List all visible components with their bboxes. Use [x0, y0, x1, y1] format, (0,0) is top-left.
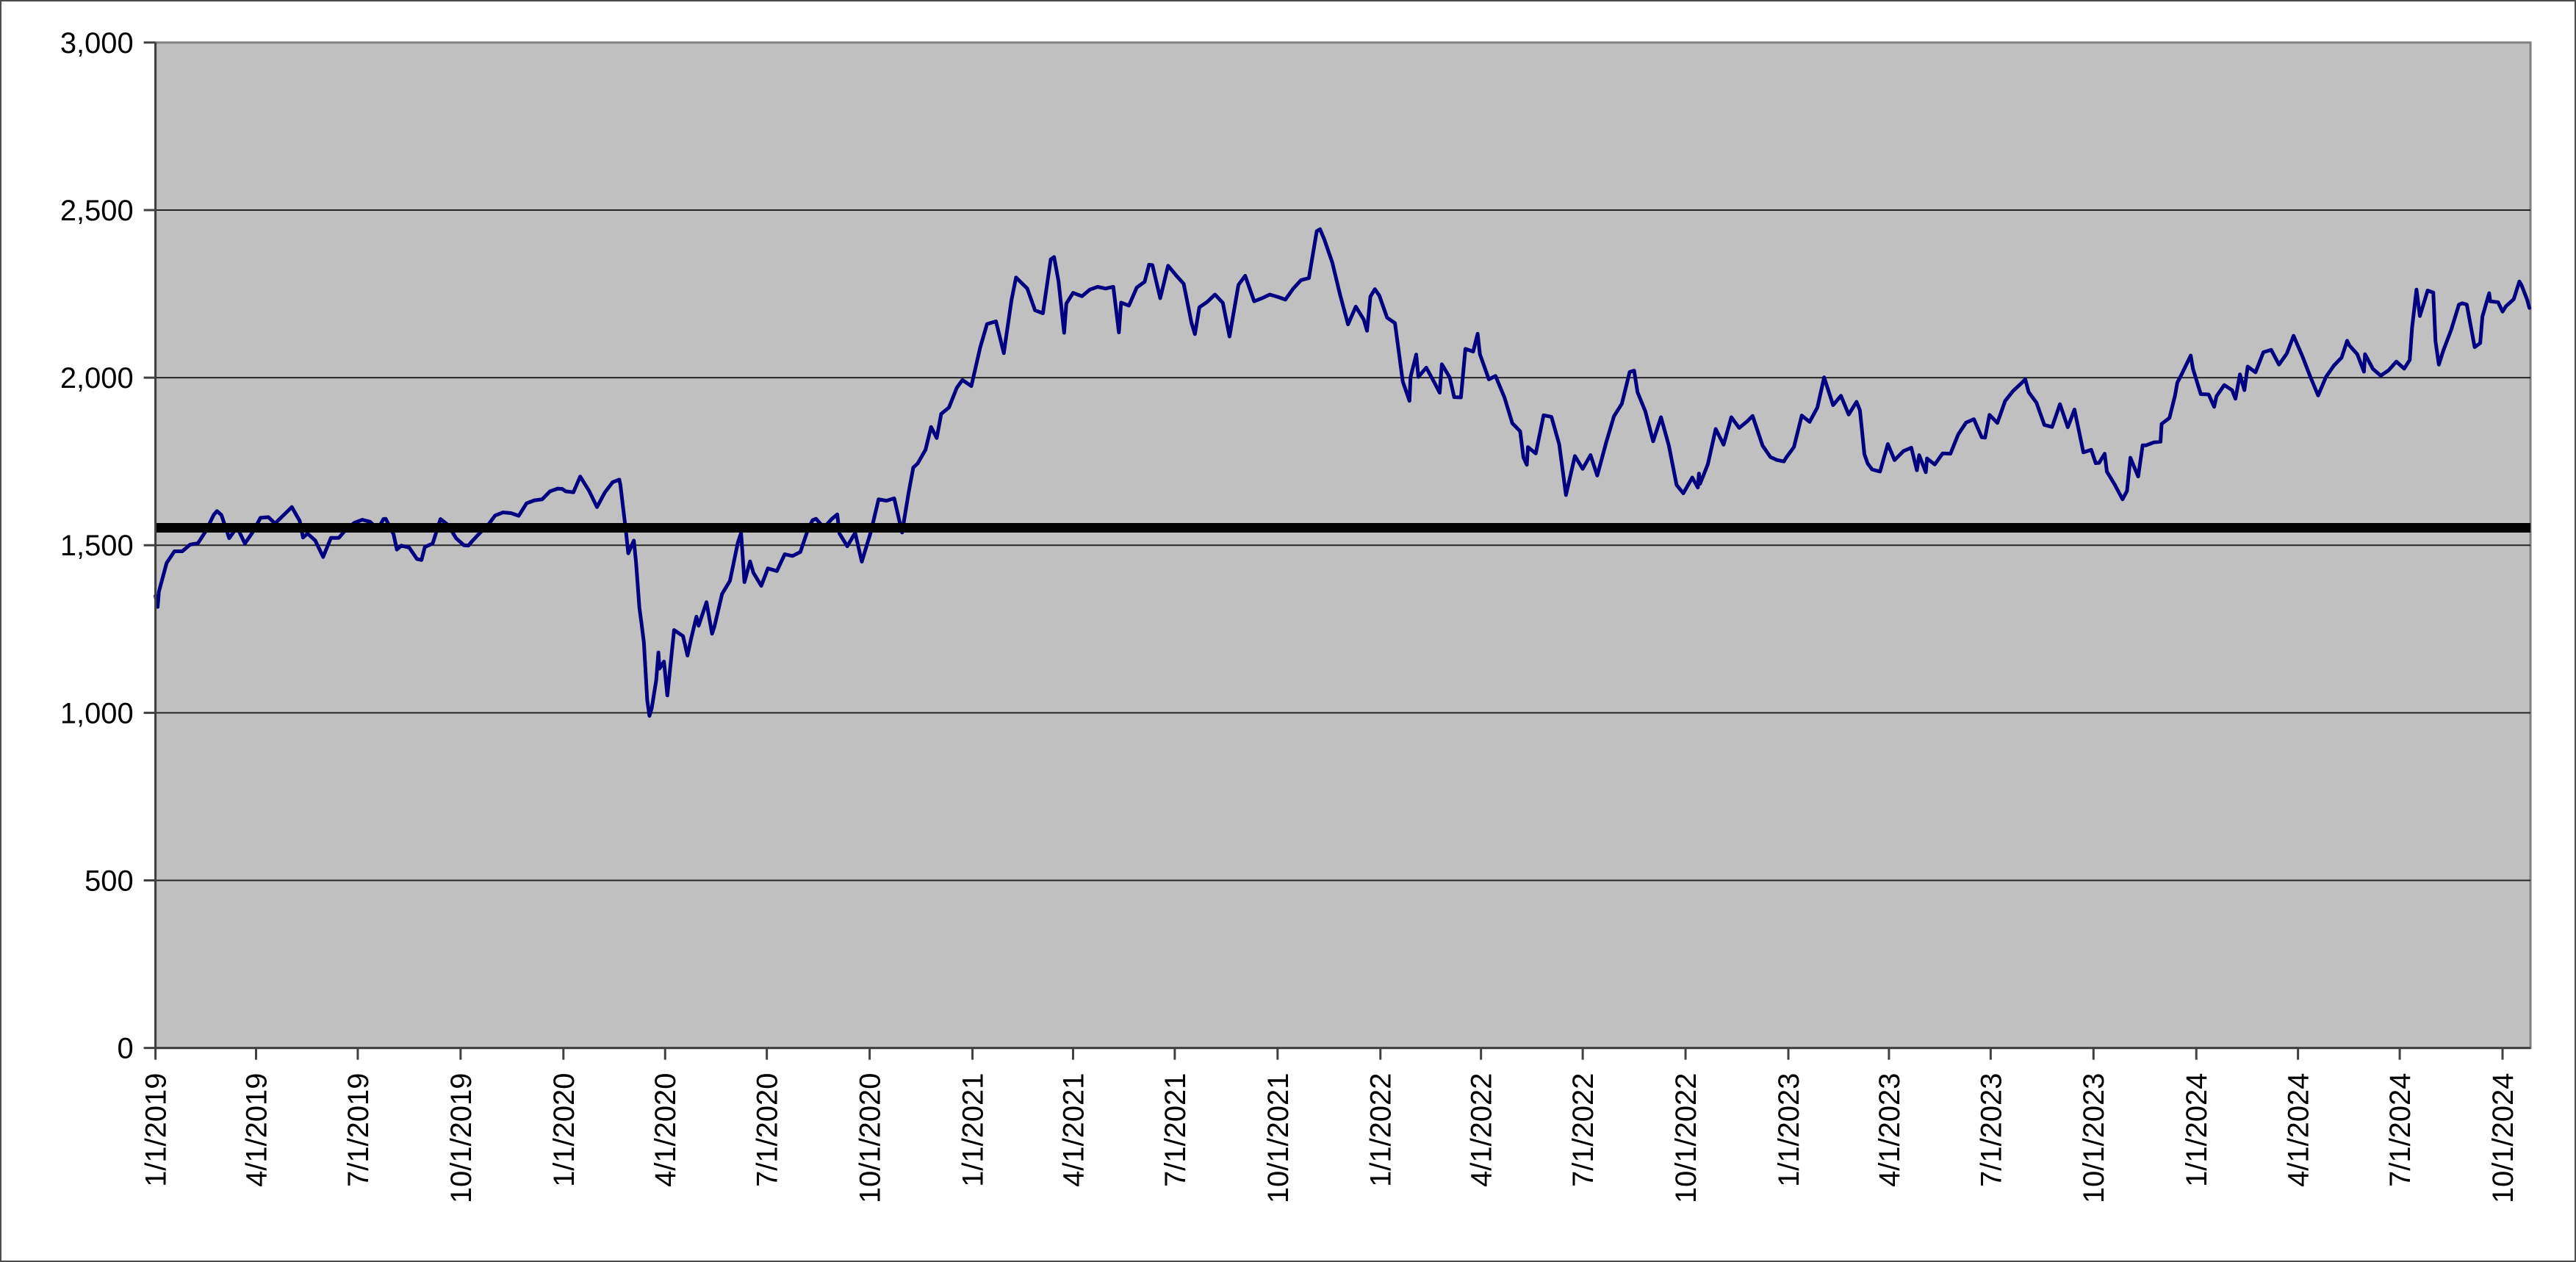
x-axis-ticks	[154, 1048, 2504, 1060]
x-tick-label: 1/1/2023	[1773, 1073, 1805, 1187]
x-tick-label: 4/1/2020	[650, 1073, 682, 1187]
x-tick-label: 1/1/2020	[548, 1073, 580, 1187]
x-tick-label: 10/1/2024	[2487, 1073, 2519, 1203]
x-tick-label: 7/1/2024	[2384, 1073, 2417, 1187]
x-tick-label: 4/1/2022	[1466, 1073, 1498, 1187]
y-tick-label: 1,500	[60, 530, 134, 562]
y-tick-label: 500	[84, 865, 134, 898]
y-axis-ticks	[143, 41, 156, 1050]
x-tick-label: 7/1/2019	[342, 1073, 375, 1187]
x-axis-labels: 1/1/2019 4/1/2019 7/1/2019 10/1/2019 1/1/202…	[140, 1073, 2519, 1203]
x-tick-label: 10/1/2019	[445, 1073, 478, 1203]
x-tick-label: 7/1/2023	[1975, 1073, 2007, 1187]
x-tick-label: 1/1/2022	[1365, 1073, 1397, 1187]
x-tick-label: 4/1/2021	[1057, 1073, 1090, 1187]
y-tick-label: 0	[117, 1033, 133, 1065]
index-value-line	[154, 227, 2532, 718]
x-tick-label: 1/1/2019	[140, 1073, 173, 1187]
x-tick-label: 7/1/2022	[1567, 1073, 1600, 1187]
x-tick-label: 7/1/2020	[752, 1073, 784, 1187]
y-tick-label: 2,500	[60, 195, 134, 227]
y-tick-label: 2,000	[60, 362, 134, 394]
x-tick-label: 1/1/2021	[957, 1073, 990, 1187]
x-tick-label: 10/1/2020	[855, 1073, 887, 1203]
x-tick-label: 4/1/2024	[2283, 1073, 2315, 1187]
y-tick-label: 1,000	[60, 697, 134, 729]
y-tick-label: 3,000	[60, 27, 134, 60]
x-tick-label: 10/1/2022	[1670, 1073, 1702, 1203]
x-tick-label: 7/1/2021	[1159, 1073, 1192, 1187]
x-tick-label: 10/1/2023	[2078, 1073, 2110, 1203]
x-tick-label: 1/1/2024	[2181, 1073, 2213, 1187]
gridlines	[155, 209, 2531, 881]
x-tick-label: 4/1/2023	[1874, 1073, 1906, 1187]
y-axis-labels: 0 500 1,000 1,500 2,000 2,500 3,000	[60, 27, 134, 1065]
series-group	[154, 227, 2532, 718]
x-tick-label: 4/1/2019	[240, 1073, 273, 1187]
x-tick-label: 10/1/2021	[1262, 1073, 1295, 1203]
